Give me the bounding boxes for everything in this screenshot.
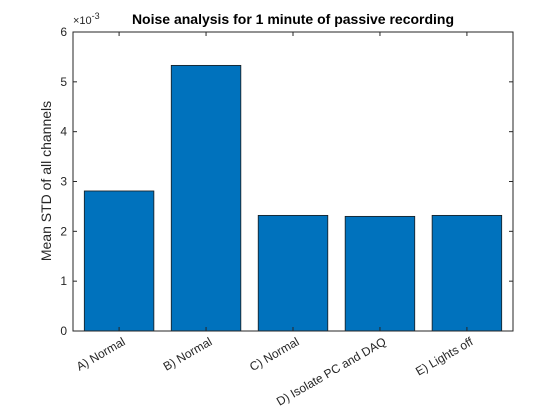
y-tick-label: 4 — [60, 125, 67, 139]
bar-5 — [431, 214, 503, 332]
y-axis-exponent-base: ×10 — [73, 15, 92, 27]
bar-1 — [83, 190, 155, 332]
y-tick-label: 6 — [60, 25, 67, 39]
y-tick-label: 5 — [60, 75, 67, 89]
y-axis-label: Mean STD of all channels — [38, 101, 54, 261]
bar-4 — [344, 215, 416, 332]
y-tick-label: 0 — [60, 324, 67, 338]
y-tick-label: 1 — [60, 274, 67, 288]
bar-2 — [170, 64, 242, 332]
chart-title: Noise analysis for 1 minute of passive r… — [132, 11, 454, 27]
bars — [83, 64, 503, 332]
bar-3 — [257, 214, 329, 332]
y-tick-label: 2 — [60, 224, 67, 238]
y-axis-exponent: ×10-3 — [73, 11, 100, 27]
y-tick-label: 3 — [60, 175, 67, 189]
y-axis-exponent-power: -3 — [92, 11, 100, 21]
